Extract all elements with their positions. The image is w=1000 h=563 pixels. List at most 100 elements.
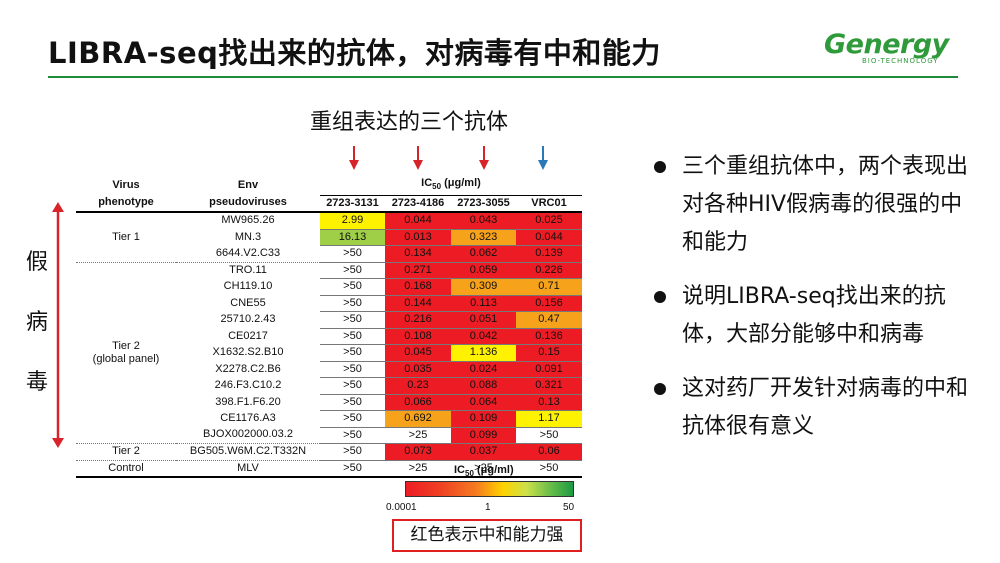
col-header-phenotype: Virus <box>112 178 140 191</box>
bullet-item: 说明LIBRA-seq找出来的抗体，大部分能够中和病毒 <box>654 278 974 354</box>
ic50-value-cell: 0.042 <box>451 328 516 346</box>
group-label-line: Tier 2 <box>112 339 140 352</box>
ic50-value-cell: 0.06 <box>516 443 582 461</box>
virus-name-cell: 398.F1.F6.20 <box>215 395 281 408</box>
virus-name-cell: X2278.C2.B6 <box>215 362 281 375</box>
ic50-value-cell: 0.71 <box>516 278 582 296</box>
ic50-unit: (μg/ml) <box>441 177 481 189</box>
ic50-value-cell: 0.136 <box>516 328 582 346</box>
ic50-value-cell: >50 <box>516 427 582 445</box>
ic50-value-cell: >50 <box>320 427 385 445</box>
logo-text: Genergy <box>824 29 949 60</box>
virus-name-cell: BG505.W6M.C2.T332N <box>176 443 320 461</box>
ic50-sub: 50 <box>432 182 442 192</box>
ic50-value-cell: 1.136 <box>451 344 516 362</box>
ic50-value-cell: >50 <box>320 394 385 412</box>
page-title: LIBRA-seq找出来的抗体，对病毒有中和能力 <box>48 36 661 70</box>
ic50-value-cell: 0.059 <box>451 261 516 280</box>
figure-subtitle: 重组表达的三个抗体 <box>310 110 509 135</box>
arrow-down-icon <box>413 146 423 170</box>
ic50-value-cell: >50 <box>320 443 385 461</box>
side-label-char: 假 <box>26 250 49 275</box>
bullet-dot-icon <box>654 383 666 395</box>
group-label-line: (global panel) <box>92 352 160 365</box>
virus-name-cell: CNE55 <box>230 296 266 309</box>
bullet-dot-icon <box>654 291 666 303</box>
ic50-value-cell: >50 <box>320 328 385 346</box>
table-row: MN.3 16.13 0.013 0.323 0.044 <box>76 229 582 247</box>
ic50-value-cell: 0.156 <box>516 295 582 313</box>
table-row: CE1176.A3 >50 0.692 0.109 1.17 <box>76 410 582 428</box>
neutralization-table-container: Virus Env IC50 (μg/ml) phenotype pseudov… <box>76 176 582 479</box>
virus-name-cell: 25710.2.43 <box>220 313 276 326</box>
arrow-down-icon <box>479 146 489 170</box>
virus-name-cell: MLV <box>176 459 320 479</box>
ic50-value-cell: >50 <box>320 410 385 428</box>
ic50-value-cell: >50 <box>320 311 385 329</box>
bullet-list: 三个重组抗体中，两个表现出对各种HIV假病毒的很强的中和能力 说明LIBRA-s… <box>654 148 974 462</box>
col-header-antibody: 2723-4186 <box>385 195 451 214</box>
ic50-value-cell: 0.692 <box>385 410 451 428</box>
legend-caption: 红色表示中和能力强 <box>392 519 582 552</box>
ic50-value-cell: >50 <box>320 344 385 362</box>
ic50-value-cell: 0.226 <box>516 261 582 280</box>
ic50-value-cell: >25 <box>385 427 451 445</box>
ic50-value-cell: 0.271 <box>385 261 451 280</box>
virus-name-cell: TRO.11 <box>176 261 320 279</box>
bullet-item: 三个重组抗体中，两个表现出对各种HIV假病毒的很强的中和能力 <box>654 148 974 262</box>
virus-name-cell: MN.3 <box>234 230 262 243</box>
legend-tick: 50 <box>563 502 575 513</box>
group-label-line: Tier 1 <box>112 230 140 243</box>
legend-tick: 1 <box>485 502 491 513</box>
ic50-value-cell: 0.062 <box>451 245 516 263</box>
ic50-value-cell: 1.17 <box>516 410 582 428</box>
ic50-value-cell: 0.321 <box>516 377 582 395</box>
virus-name-cell: X1632.S2.B10 <box>212 346 284 359</box>
ic50-value-cell: 0.23 <box>385 377 451 395</box>
virus-name-cell: MW965.26 <box>221 214 275 227</box>
legend-title: IC50 (μg/ml) <box>454 464 514 478</box>
group-label-line: Control <box>108 461 144 474</box>
ic50-value-cell: 0.024 <box>451 361 516 379</box>
ic50-value-cell: 0.323 <box>451 229 516 247</box>
table-row: 25710.2.43 >50 0.216 0.051 0.47 <box>76 311 582 329</box>
table-header-row: phenotype pseudoviruses 2723-3131 2723-4… <box>76 195 582 214</box>
table-row: 398.F1.F6.20 >50 0.066 0.064 0.13 <box>76 394 582 412</box>
title-divider <box>48 76 958 78</box>
group-label: Tier 2 (global panel) <box>76 261 176 444</box>
bullet-dot-icon <box>654 161 666 173</box>
col-header-antibody: 2723-3131 <box>320 195 385 214</box>
ic50-value-cell: 0.168 <box>385 278 451 296</box>
ic50-value-cell: 0.051 <box>451 311 516 329</box>
col-header-ic50: IC50 (μg/ml) <box>320 176 582 196</box>
ic50-value-cell: 0.044 <box>385 212 451 230</box>
col-header-antibody: VRC01 <box>516 195 582 214</box>
col-header-antibody: 2723-3055 <box>451 195 516 214</box>
ic50-value-cell: 0.044 <box>516 229 582 247</box>
legend-unit: (μg/ml) <box>473 464 514 476</box>
bullet-text: 这对药厂开发针对病毒的中和抗体很有意义 <box>682 376 969 439</box>
table-row: Control MLV >50 >25 >25 >50 <box>76 459 582 479</box>
virus-name-cell: CE0217 <box>228 329 268 342</box>
ic50-value-cell: >50 <box>516 459 582 479</box>
ic50-value-cell: 0.15 <box>516 344 582 362</box>
ic50-value-cell: >50 <box>320 245 385 263</box>
ic50-value-cell: 2.99 <box>320 212 385 230</box>
legend-ic: IC <box>454 464 465 476</box>
virus-name-cell: CE1176.A3 <box>220 412 276 425</box>
ic50-value-cell: >50 <box>320 295 385 313</box>
table-row: BJOX002000.03.2 >50 >25 0.099 >50 <box>76 427 582 445</box>
group-label-line: Tier 2 <box>112 445 140 458</box>
logo-subtext: BIO-TECHNOLOGY <box>862 57 939 65</box>
side-label-char: 病 <box>26 310 49 335</box>
ic50-value-cell: >25 <box>385 459 451 479</box>
table-row: CNE55 >50 0.144 0.113 0.156 <box>76 295 582 313</box>
ic50-value-cell: 0.013 <box>385 229 451 247</box>
col-header-env: Env <box>237 178 259 191</box>
ic50-value-cell: 0.043 <box>451 212 516 230</box>
ic50-value-cell: 16.13 <box>320 229 385 247</box>
group-label: Control <box>76 459 176 479</box>
double-arrow-icon <box>52 202 64 448</box>
company-logo: Genergy BIO-TECHNOLOGY <box>824 30 964 70</box>
ic50-value-cell: 0.091 <box>516 361 582 379</box>
